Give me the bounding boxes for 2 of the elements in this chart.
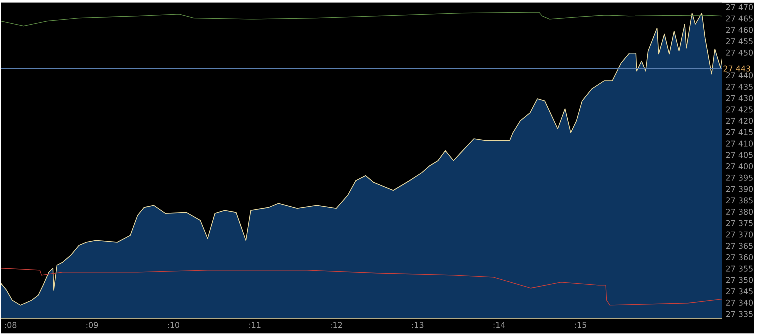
line-series <box>1 12 722 27</box>
line-series <box>1 268 722 306</box>
